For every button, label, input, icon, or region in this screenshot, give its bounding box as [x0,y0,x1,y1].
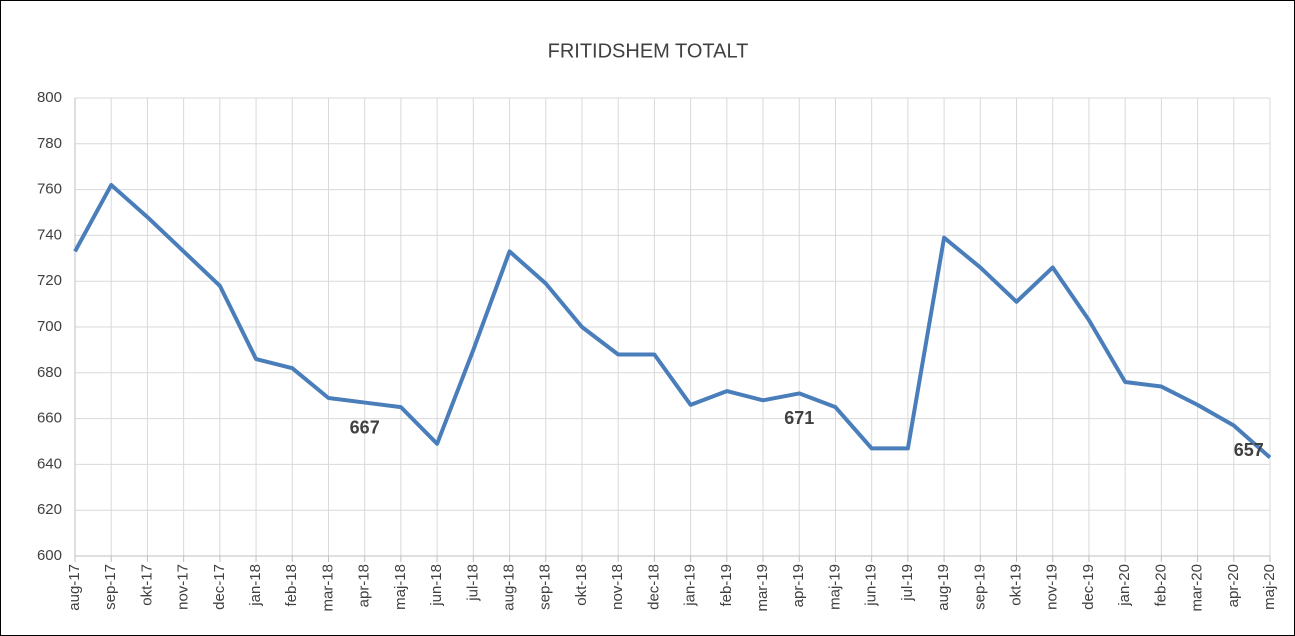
data-label: 667 [350,417,380,437]
x-tick-label: jun-18 [428,564,445,607]
x-tick-label: sep-17 [102,564,119,610]
chart-title: FRITIDSHEM TOTALT [548,40,749,62]
x-tick-label: jul-19 [899,564,916,602]
x-tick-label: jun-19 [863,564,880,607]
x-tick-label: apr-19 [790,564,807,607]
y-tick-label: 720 [37,272,62,289]
x-tick-label: aug-18 [501,564,518,611]
x-tick-label: feb-19 [718,564,735,607]
x-tick-label: mar-19 [754,564,771,612]
y-tick-label: 780 [37,135,62,152]
x-tick-label: nov-17 [175,564,192,610]
x-tick-label: okt-18 [573,564,590,606]
y-tick-label: 740 [37,226,62,243]
x-tick-label: feb-20 [1152,564,1169,607]
x-tick-label: maj-20 [1261,564,1278,610]
x-tick-label: dec-18 [645,564,662,610]
y-tick-label: 680 [37,364,62,381]
x-tick-label: jan-18 [247,564,264,607]
x-tick-label: jan-20 [1116,564,1133,607]
x-tick-label: maj-18 [392,564,409,610]
x-tick-label: nov-19 [1044,564,1061,610]
x-tick-label: dec-17 [211,564,228,610]
y-tick-label: 600 [37,547,62,564]
data-label: 657 [1234,440,1264,460]
x-tick-label: maj-19 [826,564,843,610]
x-tick-label: dec-19 [1080,564,1097,610]
y-tick-label: 620 [37,501,62,518]
data-label: 671 [784,408,814,428]
x-tick-label: okt-19 [1007,564,1024,606]
data-line [73,183,1272,460]
y-tick-label: 660 [37,410,62,427]
x-tick-label: nov-18 [609,564,626,610]
x-tick-label: apr-20 [1225,564,1242,607]
x-tick-label: sep-18 [537,564,554,610]
y-tick-label: 700 [37,318,62,335]
x-tick-label: mar-18 [319,564,336,612]
x-tick-label: apr-18 [356,564,373,607]
x-tick-label: jan-19 [682,564,699,607]
x-tick-label: aug-17 [66,564,83,611]
x-tick-label: feb-18 [283,564,300,607]
x-tick-label: mar-20 [1189,564,1206,612]
y-tick-label: 800 [37,89,62,106]
y-tick-label: 640 [37,455,62,472]
x-tick-label: jul-18 [464,564,481,602]
x-tick-label: aug-19 [935,564,952,611]
x-tick-label: okt-17 [138,564,155,606]
y-tick-label: 760 [37,181,62,198]
x-tick-label: sep-19 [971,564,988,610]
